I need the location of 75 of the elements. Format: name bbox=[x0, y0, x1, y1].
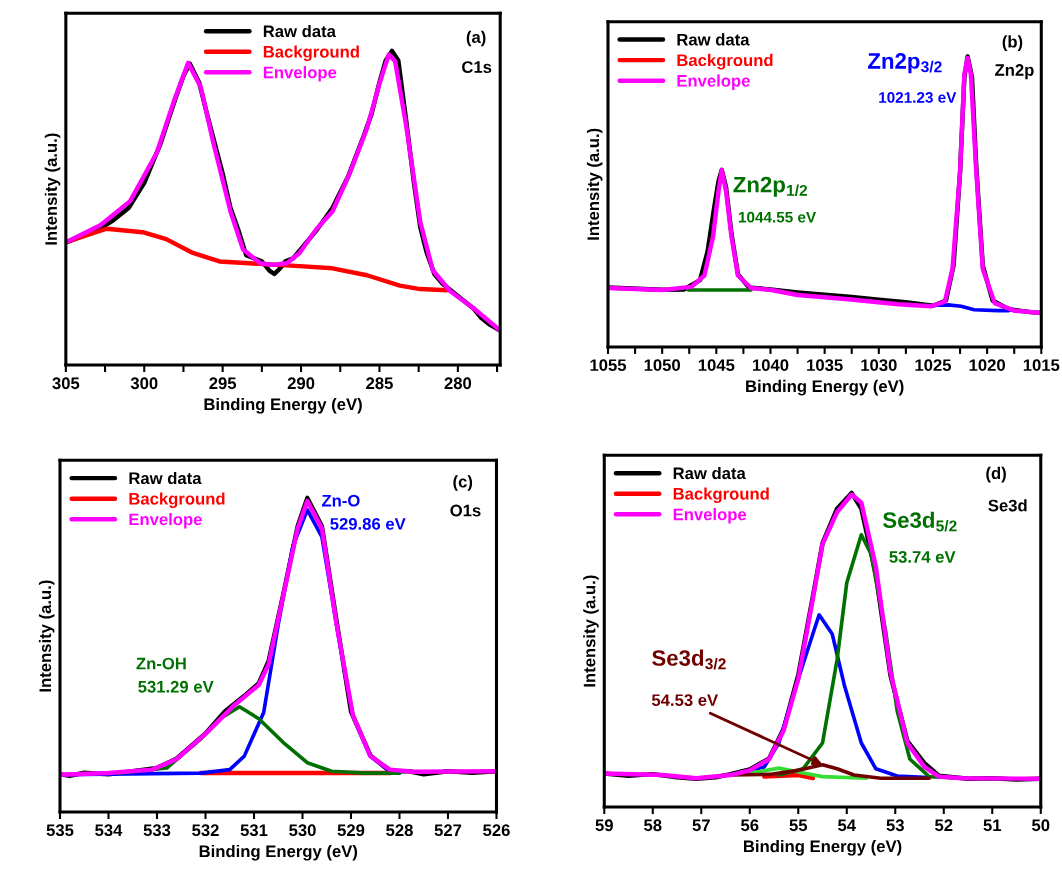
annotation: 1044.55 eV bbox=[738, 211, 817, 223]
text: (b) bbox=[1002, 35, 1023, 51]
x-tick-label: 295 bbox=[209, 377, 237, 390]
text: (c) bbox=[453, 475, 473, 491]
annotation: 529.86 eV bbox=[330, 517, 406, 530]
x-tick-label: 50 bbox=[1032, 819, 1050, 832]
x-tick-label: 58 bbox=[644, 819, 662, 832]
x-tick-label: 1050 bbox=[644, 359, 681, 372]
x-tick-label: 56 bbox=[741, 819, 759, 832]
x-tick-label: 51 bbox=[983, 819, 1002, 832]
legend-label: Raw data bbox=[129, 471, 202, 485]
x-tick-label: 55 bbox=[789, 819, 808, 832]
annotation: 53.74 eV bbox=[889, 551, 956, 563]
x-tick-label: 280 bbox=[444, 377, 472, 390]
legend-label: Envelope bbox=[677, 74, 750, 91]
y-axis-title: Intensity (a.u.) bbox=[38, 580, 55, 692]
legend-label: Raw data bbox=[677, 33, 750, 46]
annotation: C1s bbox=[462, 61, 492, 73]
x-axis-title: Binding Energy (eV) bbox=[199, 844, 358, 861]
x-tick-label: 1035 bbox=[807, 359, 843, 372]
x-axis-title: Binding Energy (eV) bbox=[746, 379, 904, 396]
x-tick-label: 535 bbox=[46, 824, 74, 837]
annotation: O1s bbox=[450, 504, 481, 517]
annotation: Se3d bbox=[988, 499, 1027, 512]
x-tick-label: 529 bbox=[337, 824, 365, 837]
legend-label: Envelope bbox=[673, 508, 747, 524]
x-tick-label: 530 bbox=[289, 824, 316, 837]
annotation: 54.53 eV bbox=[651, 694, 719, 707]
x-tick-label: 1030 bbox=[861, 359, 897, 372]
annotation: Zn2p$_{3/2}$ bbox=[868, 53, 942, 74]
text: (a) bbox=[466, 30, 486, 47]
x-axis-title: Binding Energy (eV) bbox=[204, 397, 362, 414]
y-axis-title: Intensity (a.u.) bbox=[583, 575, 599, 687]
annotation: Zn2p$_{1/2}$ bbox=[733, 176, 808, 197]
x-tick-label: 300 bbox=[130, 377, 158, 390]
x-tick-label: 52 bbox=[935, 819, 953, 832]
legend-label: Background bbox=[129, 492, 225, 509]
x-tick-label: 1045 bbox=[698, 359, 735, 372]
x-tick-label: 53 bbox=[886, 819, 904, 832]
annotation: Se3d$_{5/2}$ bbox=[882, 511, 957, 532]
annotation: 531.29 eV bbox=[138, 680, 214, 693]
legend-label: Raw data bbox=[673, 466, 746, 480]
x-axis-title: Binding Energy (eV) bbox=[744, 839, 902, 856]
x-tick-label: 290 bbox=[287, 377, 315, 390]
legend-label: Background bbox=[673, 487, 769, 504]
annotation: Se3d$_{3/2}$ bbox=[652, 649, 726, 670]
text: (d) bbox=[986, 466, 1006, 483]
x-tick-label: 527 bbox=[434, 824, 462, 837]
legend-label: Raw data bbox=[263, 24, 337, 38]
legend-label: Background bbox=[263, 45, 359, 62]
legend-label: Background bbox=[677, 53, 773, 70]
legend-label: Envelope bbox=[129, 513, 202, 529]
x-tick-label: 526 bbox=[483, 824, 510, 837]
x-tick-label: 532 bbox=[192, 824, 219, 837]
x-tick-label: 533 bbox=[143, 824, 171, 837]
y-axis-title: Intensity (a.u.) bbox=[586, 128, 603, 240]
x-tick-label: 528 bbox=[386, 824, 413, 837]
legend-label: Envelope bbox=[263, 66, 337, 82]
x-tick-label: 54 bbox=[838, 819, 856, 832]
annotation: Zn2p bbox=[995, 64, 1034, 80]
x-tick-label: 285 bbox=[366, 377, 393, 390]
x-tick-label: 59 bbox=[595, 819, 613, 832]
x-tick-label: 534 bbox=[95, 824, 123, 837]
x-tick-label: 57 bbox=[692, 819, 710, 832]
annotation: Zn-O bbox=[321, 494, 360, 507]
x-tick-label: 1025 bbox=[915, 359, 952, 372]
y-axis-title: Intensity (a.u.) bbox=[44, 133, 61, 245]
x-tick-label: 305 bbox=[52, 377, 80, 390]
x-tick-label: 1015 bbox=[1023, 359, 1060, 372]
annotation: Zn-OH bbox=[136, 657, 186, 670]
x-tick-label: 1040 bbox=[752, 359, 789, 372]
x-tick-label: 1055 bbox=[590, 359, 627, 372]
x-tick-label: 531 bbox=[240, 824, 268, 837]
x-tick-label: 1020 bbox=[969, 359, 1005, 372]
annotation: 1021.23 eV bbox=[879, 92, 957, 103]
